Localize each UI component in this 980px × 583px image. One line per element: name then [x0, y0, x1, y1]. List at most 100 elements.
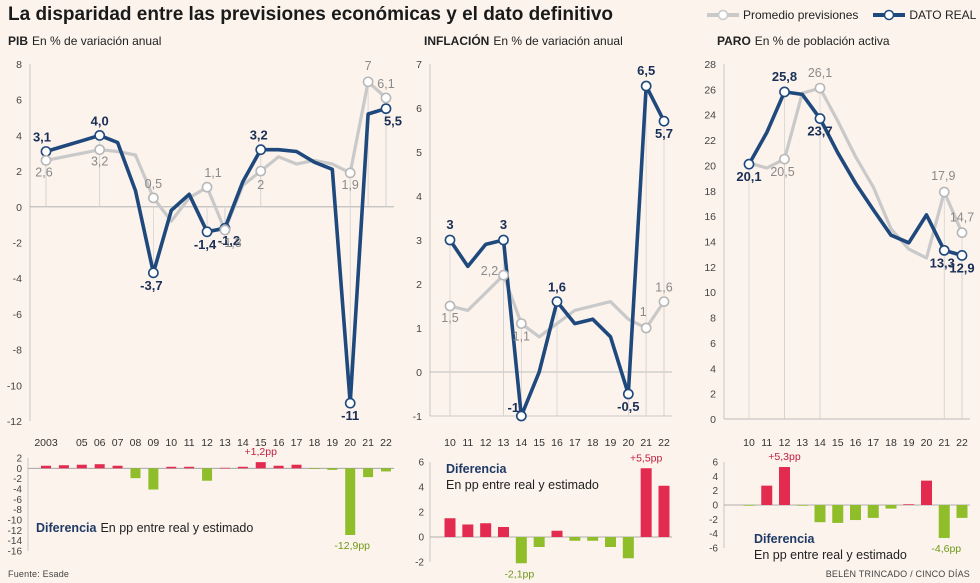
point-marker-real — [444, 234, 456, 246]
diff-y-tick-label: -2 — [415, 558, 424, 569]
point-marker-real — [255, 144, 267, 156]
chart-title-inflacion: INFLACIÓN En % de variación anual — [424, 33, 623, 48]
diff-bar — [41, 465, 51, 469]
x-tick-label: 12 — [480, 437, 492, 449]
diff-bar — [166, 466, 177, 469]
data-label-real: 13,3 — [930, 255, 955, 270]
diff-bar — [533, 537, 545, 547]
diff-y-tick-label: 0 — [16, 464, 22, 475]
point-marker-real — [515, 410, 527, 422]
point-marker-real — [94, 129, 106, 141]
diff-value-label: -4,6pp — [931, 543, 961, 555]
x-tick-label: 15 — [832, 437, 844, 449]
y-tick-label: -6 — [13, 309, 22, 321]
x-tick-label: 08 — [130, 437, 142, 449]
y-tick-label: 1 — [416, 323, 422, 335]
data-label-real: -3,7 — [140, 278, 162, 293]
diff-bar — [921, 480, 932, 505]
diff-bar — [148, 468, 159, 490]
data-label-estimate: 14,7 — [950, 211, 974, 225]
diff-y-tick-label: 6 — [418, 458, 424, 469]
diff-bar — [237, 466, 248, 469]
legend-real-label: DATO REAL — [909, 8, 977, 22]
point-marker-estimate — [640, 322, 652, 334]
source-note: Fuente: Esade — [8, 569, 70, 579]
diff-bar — [938, 505, 950, 538]
point-marker-estimate — [94, 144, 106, 156]
x-tick-label: 21 — [362, 437, 374, 449]
diff-value-label: +5,3pp — [768, 451, 801, 463]
y-tick-label: 3 — [416, 235, 422, 247]
diff-y-tick-label: -6 — [709, 544, 718, 555]
point-marker-estimate — [938, 186, 950, 198]
point-marker-estimate — [201, 181, 213, 193]
chart-title-unit: En % de población activa — [755, 34, 890, 48]
data-label-real: 3 — [446, 217, 453, 232]
y-tick-label: -4 — [13, 273, 22, 285]
data-label-estimate: 2,6 — [35, 165, 52, 179]
x-tick-label: 22 — [956, 437, 968, 449]
data-label-estimate: 1,1 — [204, 166, 221, 180]
data-label-estimate: 2,2 — [481, 264, 498, 278]
diff-bar — [219, 467, 230, 469]
diff-bar — [569, 537, 581, 541]
x-tick-label: 17 — [867, 437, 879, 449]
y-tick-label: 24 — [704, 110, 716, 122]
data-label-real: -0,5 — [617, 399, 639, 414]
data-label-real: 5,7 — [655, 126, 673, 141]
point-marker-real — [956, 250, 968, 261]
diff-bar — [867, 505, 879, 518]
y-tick-label: 8 — [710, 313, 716, 325]
data-label-estimate: 1,9 — [342, 178, 359, 192]
x-tick-label: 07 — [112, 437, 124, 449]
diff-y-tick-label: 2 — [16, 454, 22, 465]
data-label-real: -1 — [508, 400, 520, 415]
point-marker-real — [640, 80, 652, 92]
diff-bar — [381, 468, 391, 472]
diff-bar — [76, 464, 87, 469]
x-tick-label: 18 — [309, 437, 321, 449]
data-label-real: 5,5 — [384, 114, 402, 129]
data-label-estimate: -1,3 — [220, 236, 242, 250]
y-tick-label: 28 — [704, 59, 716, 71]
diff-y-tick-label: -2 — [13, 474, 22, 485]
chart-title-bold: PIB — [8, 34, 28, 48]
diff-bar — [184, 466, 195, 469]
diff-bar — [779, 467, 790, 505]
diff-bar — [743, 505, 755, 506]
x-tick-label: 16 — [850, 437, 862, 449]
x-tick-label: 16 — [273, 437, 285, 449]
diff-y-tick-label: 2 — [712, 486, 718, 497]
diff-bar — [480, 523, 492, 537]
data-label-real: 3,1 — [33, 129, 51, 144]
diff-y-tick-label: 0 — [418, 533, 424, 544]
x-tick-label: 20 — [344, 437, 356, 449]
diff-bar — [291, 464, 302, 469]
x-tick-label: 10 — [743, 437, 755, 449]
diff-y-tick-label: 0 — [712, 501, 718, 512]
point-marker-real — [498, 234, 509, 246]
diff-y-tick-label: -8 — [13, 505, 22, 516]
chart-title-paro: PARO En % de población activa — [717, 34, 890, 48]
x-tick-label: 17 — [291, 437, 303, 449]
x-tick-label: 22 — [658, 437, 670, 449]
y-tick-label: 7 — [416, 59, 422, 71]
data-label-estimate: 17,9 — [931, 169, 955, 183]
point-marker-estimate — [444, 300, 456, 312]
point-marker-estimate — [255, 165, 267, 177]
diff-bar — [605, 537, 616, 547]
chart-inflacion: INFLACIÓN En % de variación anual-1012345… — [413, 33, 673, 580]
point-marker-real — [380, 103, 392, 115]
point-marker-real — [779, 86, 790, 98]
y-tick-label: 12 — [704, 262, 716, 274]
diff-bar — [761, 485, 773, 505]
y-tick-label: -2 — [13, 238, 22, 250]
y-tick-label: 26 — [704, 84, 716, 96]
diff-y-tick-label: -4 — [13, 485, 22, 496]
chart-pib: PIB En % de variación anual-12-10-8-6-4-2… — [7, 34, 402, 558]
data-label-real: 3,2 — [250, 128, 268, 143]
point-marker-estimate — [40, 154, 52, 166]
y-tick-label: 8 — [16, 59, 22, 71]
x-tick-label: 11 — [184, 437, 195, 449]
